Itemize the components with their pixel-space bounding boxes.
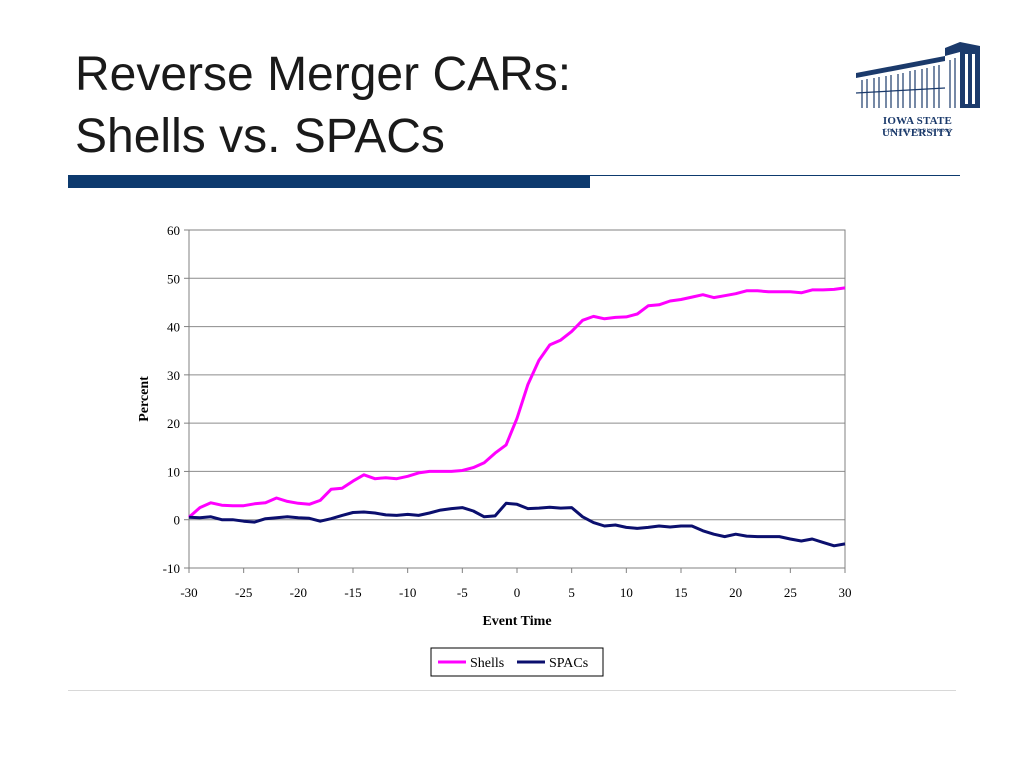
y-tick-label: 50 [167, 271, 180, 286]
title-divider-thick [68, 175, 590, 188]
legend-label-spacs: SPACs [549, 656, 588, 671]
chart-gridlines [189, 277, 845, 521]
x-tick-label: -25 [235, 585, 252, 600]
x-tick-label: 5 [568, 585, 575, 600]
x-tick-label: 10 [620, 585, 633, 600]
y-tick-label: 10 [167, 464, 180, 479]
y-tick-label: 40 [167, 320, 180, 335]
series-line-shells [188, 286, 846, 519]
x-tick-label: 25 [784, 585, 797, 600]
y-tick-label: 20 [167, 416, 180, 431]
y-tick-label: 30 [167, 368, 180, 383]
x-tick-label: -30 [180, 585, 197, 600]
y-tick-label: 60 [167, 223, 180, 238]
iowa-state-building-logo-icon [855, 42, 980, 108]
y-tick-label: -10 [163, 561, 180, 576]
y-axis-label: Percent [137, 376, 152, 422]
logo-university-name: IOWA STATE UNIVERSITY [881, 115, 954, 139]
x-tick-label: -5 [457, 585, 468, 600]
x-tick-label: -15 [344, 585, 361, 600]
slide-title-line-2: Shells vs. SPACs [75, 110, 445, 163]
logo-college-name: COLLEGE OF BUSINESS [883, 128, 952, 134]
x-axis-label: Event Time [482, 614, 551, 629]
chart-legend: Shells SPACs [430, 647, 604, 677]
y-tick-label: 0 [174, 513, 181, 528]
title-divider-thin [590, 175, 960, 176]
x-tick-label: 15 [675, 585, 688, 600]
x-tick-label: -20 [290, 585, 307, 600]
slide-title: Reverse Merger CARs: Shells vs. SPACs [75, 44, 571, 168]
series-line-spacs [188, 501, 846, 548]
x-tick-label: 0 [514, 585, 521, 600]
chart-series [188, 286, 846, 548]
footer-divider [68, 690, 956, 691]
x-tick-label: -10 [399, 585, 416, 600]
legend-label-shells: Shells [470, 656, 504, 671]
x-tick-label: 20 [729, 585, 742, 600]
x-tick-label: 30 [839, 585, 852, 600]
slide-title-line-1: Reverse Merger CARs: [75, 48, 572, 101]
chart-ticks: -10 0 10 20 30 40 50 60 -30 -25 -20 -15 -10 -5 0 5 10 15 2… [163, 223, 852, 600]
